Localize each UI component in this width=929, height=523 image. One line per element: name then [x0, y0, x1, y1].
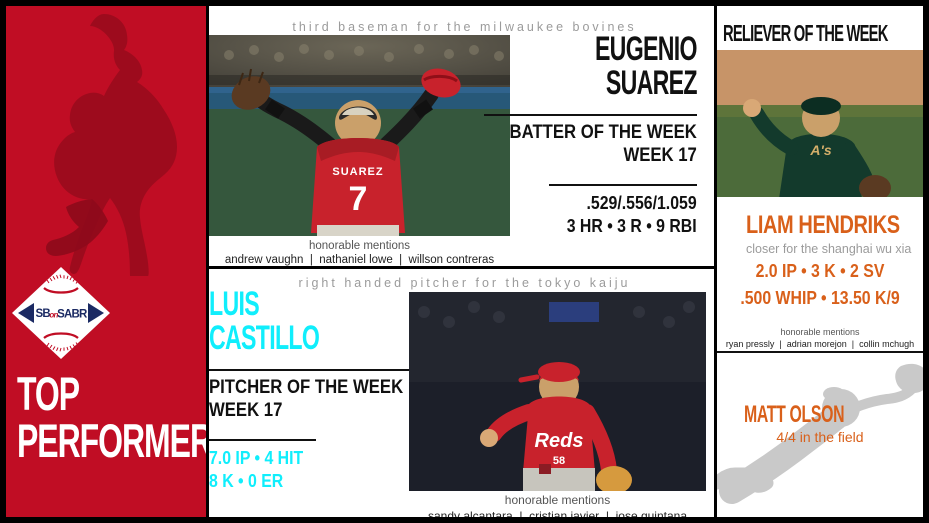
- svg-text:Reds: Reds: [535, 430, 584, 452]
- svg-text:A's: A's: [809, 142, 831, 158]
- svg-text:SBonSABR: SBonSABR: [36, 308, 88, 321]
- svg-text:58: 58: [553, 455, 565, 467]
